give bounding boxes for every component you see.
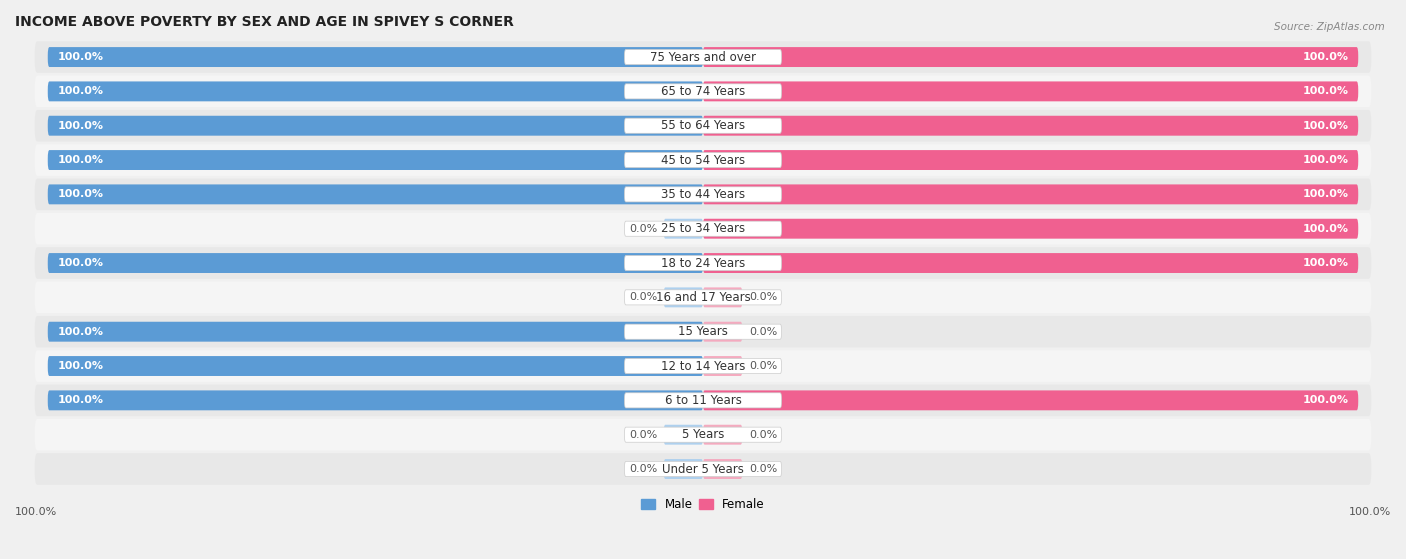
Text: 100.0%: 100.0% [58,121,104,131]
FancyBboxPatch shape [703,322,742,342]
Text: Source: ZipAtlas.com: Source: ZipAtlas.com [1274,22,1385,32]
Text: 100.0%: 100.0% [58,395,104,405]
Text: 35 to 44 Years: 35 to 44 Years [661,188,745,201]
Text: 100.0%: 100.0% [1302,121,1348,131]
FancyBboxPatch shape [48,150,703,170]
Text: 100.0%: 100.0% [1302,190,1348,200]
FancyBboxPatch shape [48,356,703,376]
FancyBboxPatch shape [35,453,1371,485]
Text: 0.0%: 0.0% [749,292,778,302]
FancyBboxPatch shape [703,116,1358,136]
FancyBboxPatch shape [48,322,703,342]
FancyBboxPatch shape [624,187,782,202]
Text: 0.0%: 0.0% [749,361,778,371]
FancyBboxPatch shape [624,255,782,271]
Text: 100.0%: 100.0% [15,507,58,517]
FancyBboxPatch shape [624,50,782,65]
Text: 55 to 64 Years: 55 to 64 Years [661,119,745,132]
Legend: Male, Female: Male, Female [637,494,769,516]
FancyBboxPatch shape [624,462,782,477]
FancyBboxPatch shape [624,84,782,99]
Text: 100.0%: 100.0% [1348,507,1391,517]
FancyBboxPatch shape [703,47,1358,67]
FancyBboxPatch shape [35,75,1371,107]
FancyBboxPatch shape [624,290,782,305]
FancyBboxPatch shape [703,150,1358,170]
Text: 6 to 11 Years: 6 to 11 Years [665,394,741,407]
FancyBboxPatch shape [624,324,782,339]
FancyBboxPatch shape [624,221,782,236]
Text: 100.0%: 100.0% [1302,258,1348,268]
FancyBboxPatch shape [48,253,703,273]
FancyBboxPatch shape [35,316,1371,348]
Text: 100.0%: 100.0% [1302,155,1348,165]
Text: 75 Years and over: 75 Years and over [650,50,756,64]
Text: 25 to 34 Years: 25 to 34 Years [661,222,745,235]
Text: 0.0%: 0.0% [628,224,657,234]
FancyBboxPatch shape [664,459,703,479]
FancyBboxPatch shape [48,184,703,205]
Text: 100.0%: 100.0% [58,155,104,165]
FancyBboxPatch shape [48,82,703,101]
Text: 100.0%: 100.0% [58,190,104,200]
FancyBboxPatch shape [624,118,782,133]
FancyBboxPatch shape [35,178,1371,210]
FancyBboxPatch shape [35,350,1371,382]
Text: 100.0%: 100.0% [1302,52,1348,62]
FancyBboxPatch shape [624,427,782,442]
FancyBboxPatch shape [703,184,1358,205]
Text: 16 and 17 Years: 16 and 17 Years [655,291,751,304]
Text: 100.0%: 100.0% [58,361,104,371]
FancyBboxPatch shape [703,82,1358,101]
Text: 100.0%: 100.0% [58,87,104,96]
Text: 12 to 14 Years: 12 to 14 Years [661,359,745,372]
FancyBboxPatch shape [35,144,1371,176]
FancyBboxPatch shape [664,287,703,307]
Text: 0.0%: 0.0% [749,464,778,474]
Text: 100.0%: 100.0% [58,326,104,337]
FancyBboxPatch shape [703,253,1358,273]
Text: 0.0%: 0.0% [628,430,657,440]
Text: 100.0%: 100.0% [1302,224,1348,234]
FancyBboxPatch shape [48,390,703,410]
FancyBboxPatch shape [48,116,703,136]
FancyBboxPatch shape [35,282,1371,313]
Text: 100.0%: 100.0% [58,52,104,62]
FancyBboxPatch shape [35,213,1371,244]
FancyBboxPatch shape [624,153,782,168]
FancyBboxPatch shape [664,425,703,444]
Text: 45 to 54 Years: 45 to 54 Years [661,154,745,167]
Text: 0.0%: 0.0% [749,430,778,440]
FancyBboxPatch shape [35,419,1371,451]
FancyBboxPatch shape [35,41,1371,73]
FancyBboxPatch shape [624,358,782,373]
Text: 0.0%: 0.0% [628,464,657,474]
Text: 0.0%: 0.0% [628,292,657,302]
FancyBboxPatch shape [703,459,742,479]
Text: 100.0%: 100.0% [1302,87,1348,96]
FancyBboxPatch shape [48,47,703,67]
FancyBboxPatch shape [35,247,1371,279]
Text: 15 Years: 15 Years [678,325,728,338]
Text: 18 to 24 Years: 18 to 24 Years [661,257,745,269]
FancyBboxPatch shape [35,110,1371,141]
Text: 5 Years: 5 Years [682,428,724,441]
FancyBboxPatch shape [664,219,703,239]
Text: INCOME ABOVE POVERTY BY SEX AND AGE IN SPIVEY S CORNER: INCOME ABOVE POVERTY BY SEX AND AGE IN S… [15,15,513,29]
FancyBboxPatch shape [703,356,742,376]
FancyBboxPatch shape [703,219,1358,239]
FancyBboxPatch shape [703,425,742,444]
Text: 100.0%: 100.0% [1302,395,1348,405]
FancyBboxPatch shape [703,287,742,307]
Text: 0.0%: 0.0% [749,326,778,337]
Text: 65 to 74 Years: 65 to 74 Years [661,85,745,98]
Text: Under 5 Years: Under 5 Years [662,462,744,476]
FancyBboxPatch shape [35,385,1371,416]
Text: 100.0%: 100.0% [58,258,104,268]
FancyBboxPatch shape [703,390,1358,410]
FancyBboxPatch shape [624,393,782,408]
